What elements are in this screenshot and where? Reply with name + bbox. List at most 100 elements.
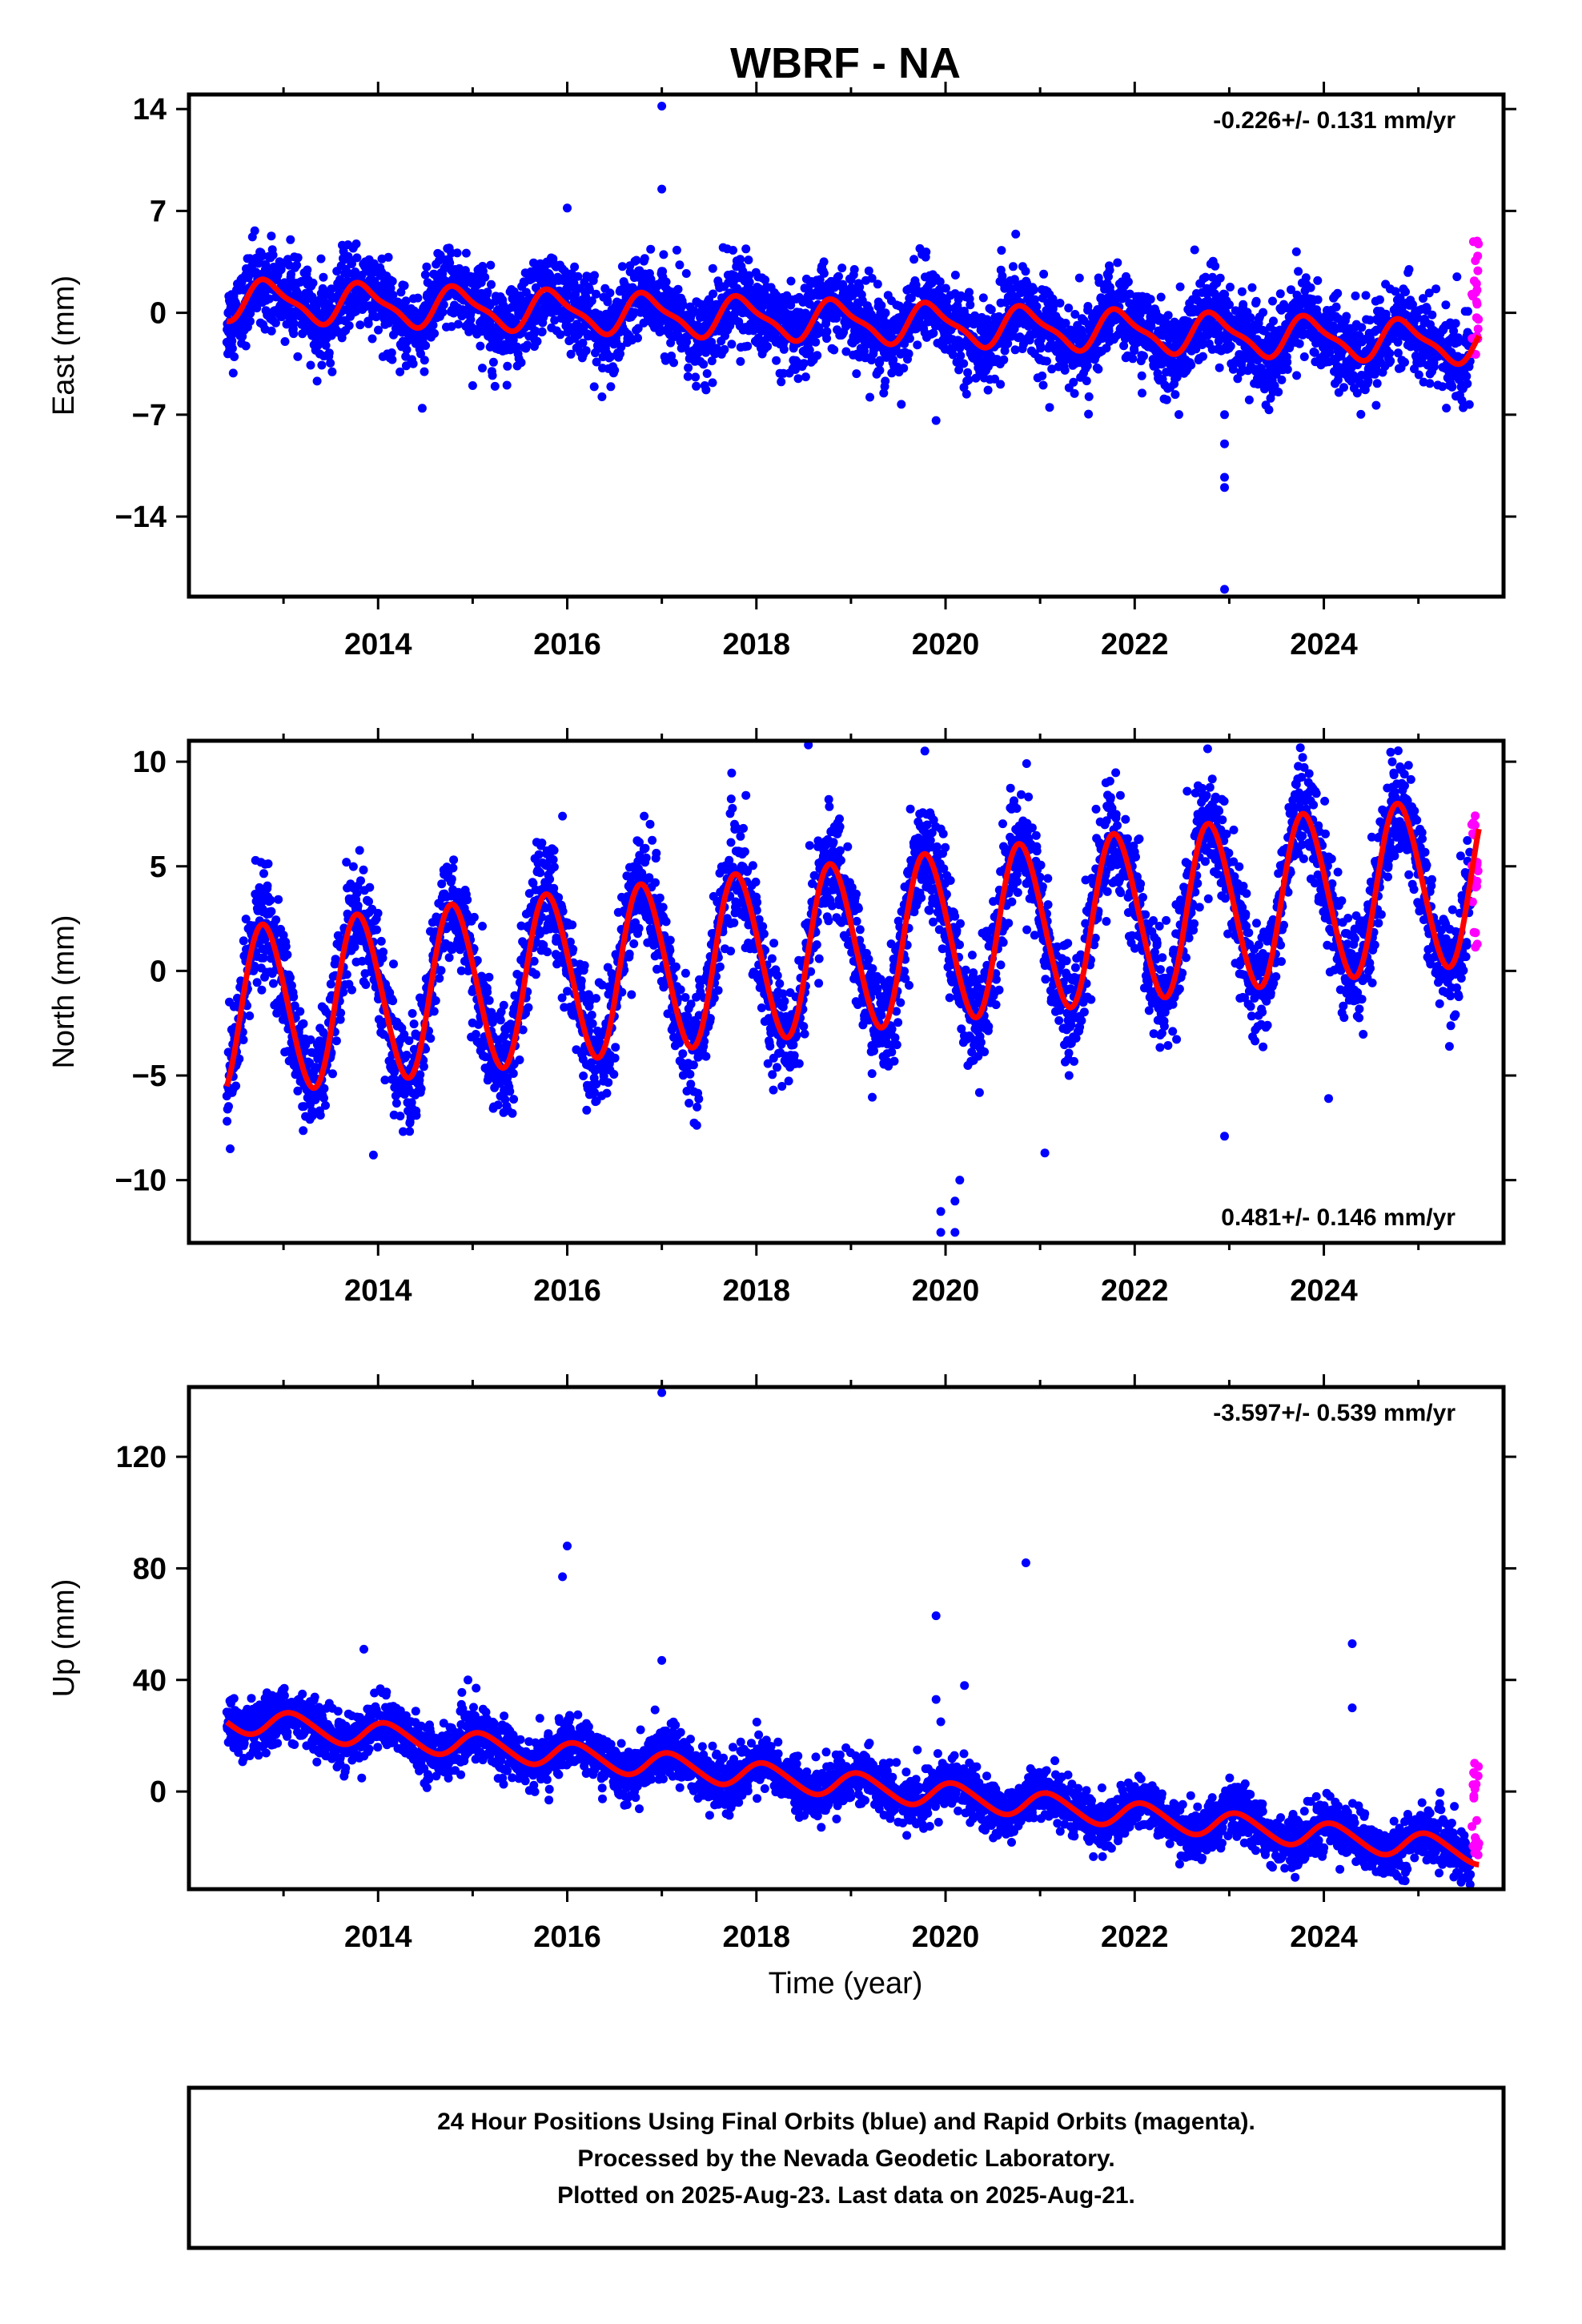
east-final-point bbox=[417, 404, 427, 413]
east-final-point bbox=[707, 337, 717, 347]
east-final-point bbox=[616, 342, 626, 352]
north-final-point bbox=[295, 1007, 305, 1016]
east-final-point bbox=[1146, 295, 1155, 304]
east-final-point bbox=[879, 388, 889, 398]
east-final-point bbox=[1137, 371, 1146, 380]
east-final-point bbox=[811, 337, 821, 347]
east-final-point bbox=[1274, 388, 1283, 396]
east-final-point bbox=[408, 359, 418, 368]
north-final-point bbox=[402, 1051, 412, 1059]
east-outlier-point bbox=[1220, 585, 1229, 594]
east-final-point bbox=[1139, 352, 1148, 361]
east-final-point bbox=[1163, 311, 1173, 320]
east-final-point bbox=[673, 284, 683, 294]
east-final-point bbox=[1162, 395, 1171, 404]
north-final-point bbox=[396, 1112, 405, 1121]
east-final-point bbox=[633, 324, 643, 333]
east-final-point bbox=[669, 358, 678, 368]
east-final-point bbox=[791, 365, 800, 374]
east-final-point bbox=[447, 322, 456, 332]
east-final-point bbox=[741, 244, 751, 254]
north-final-point bbox=[226, 1144, 235, 1153]
east-final-point bbox=[452, 248, 462, 258]
east-final-point bbox=[743, 341, 753, 351]
east-final-point bbox=[667, 352, 677, 360]
north-final-point bbox=[281, 942, 291, 951]
east-final-point bbox=[388, 291, 398, 300]
east-final-point bbox=[1331, 302, 1341, 312]
east-final-point bbox=[523, 340, 532, 350]
east-final-point bbox=[590, 271, 599, 280]
north-final-point bbox=[299, 1126, 308, 1136]
east-final-point bbox=[744, 255, 753, 265]
north-final-point bbox=[361, 980, 371, 989]
east-final-point bbox=[813, 351, 822, 360]
east-final-point bbox=[834, 271, 843, 281]
north-final-point bbox=[321, 1100, 330, 1110]
east-final-point bbox=[943, 303, 953, 312]
east-final-point bbox=[913, 340, 922, 350]
east-final-point bbox=[1011, 229, 1021, 239]
east-final-point bbox=[905, 334, 914, 344]
east-final-point bbox=[1401, 287, 1410, 296]
east-final-point bbox=[480, 272, 490, 282]
east-final-point bbox=[287, 270, 295, 279]
east-final-point bbox=[921, 247, 931, 257]
north-final-point bbox=[231, 1081, 241, 1091]
east-final-point bbox=[1429, 362, 1439, 372]
east-final-point bbox=[488, 357, 498, 367]
east-final-point bbox=[367, 334, 377, 344]
east-final-point bbox=[241, 341, 251, 351]
north-final-point bbox=[376, 936, 386, 946]
east-final-point bbox=[401, 296, 411, 306]
east-x-tick-label: 2022 bbox=[1101, 628, 1169, 661]
east-y-axis-label: East (mm) bbox=[47, 275, 81, 416]
east-final-point bbox=[1036, 344, 1046, 353]
east-final-point bbox=[819, 257, 829, 267]
east-final-point bbox=[738, 267, 748, 276]
east-final-point bbox=[490, 381, 500, 391]
east-outlier-point bbox=[563, 203, 572, 213]
east-final-point bbox=[889, 355, 898, 364]
north-final-point bbox=[319, 1084, 329, 1093]
east-final-point bbox=[445, 258, 455, 267]
east-final-point bbox=[873, 279, 882, 289]
east-final-point bbox=[661, 277, 671, 287]
east-final-point bbox=[250, 226, 259, 235]
east-final-point bbox=[293, 253, 303, 263]
east-final-point bbox=[483, 287, 492, 297]
east-final-point bbox=[1277, 375, 1287, 384]
east-final-point bbox=[327, 284, 336, 294]
east-final-point bbox=[438, 308, 448, 317]
east-final-point bbox=[584, 285, 594, 295]
east-final-point bbox=[1084, 392, 1094, 401]
east-final-point bbox=[1128, 354, 1138, 364]
east-final-point bbox=[1074, 273, 1084, 283]
east-final-point bbox=[999, 355, 1009, 364]
east-final-point bbox=[675, 260, 685, 270]
east-final-point bbox=[1226, 341, 1235, 351]
east-final-point bbox=[430, 328, 440, 338]
north-final-point bbox=[409, 1019, 419, 1029]
north-final-point bbox=[259, 869, 268, 879]
east-final-point bbox=[293, 288, 302, 297]
north-final-point bbox=[315, 1111, 325, 1120]
east-final-point bbox=[852, 369, 861, 379]
east-final-point bbox=[855, 282, 865, 292]
east-x-tick-label: 2024 bbox=[1290, 628, 1358, 661]
east-final-point bbox=[488, 371, 497, 380]
east-outlier-point bbox=[468, 381, 477, 390]
east-final-point bbox=[292, 260, 302, 270]
east-final-point bbox=[1441, 300, 1451, 310]
east-final-point bbox=[227, 336, 237, 346]
east-final-point bbox=[1339, 383, 1348, 392]
east-final-point bbox=[1021, 267, 1030, 276]
east-final-point bbox=[837, 263, 847, 273]
east-final-point bbox=[1351, 292, 1360, 300]
east-final-point bbox=[603, 297, 612, 307]
east-final-point bbox=[1431, 284, 1441, 294]
north-final-point bbox=[224, 1102, 233, 1112]
east-final-point bbox=[1226, 283, 1235, 292]
east-final-point bbox=[453, 320, 463, 329]
